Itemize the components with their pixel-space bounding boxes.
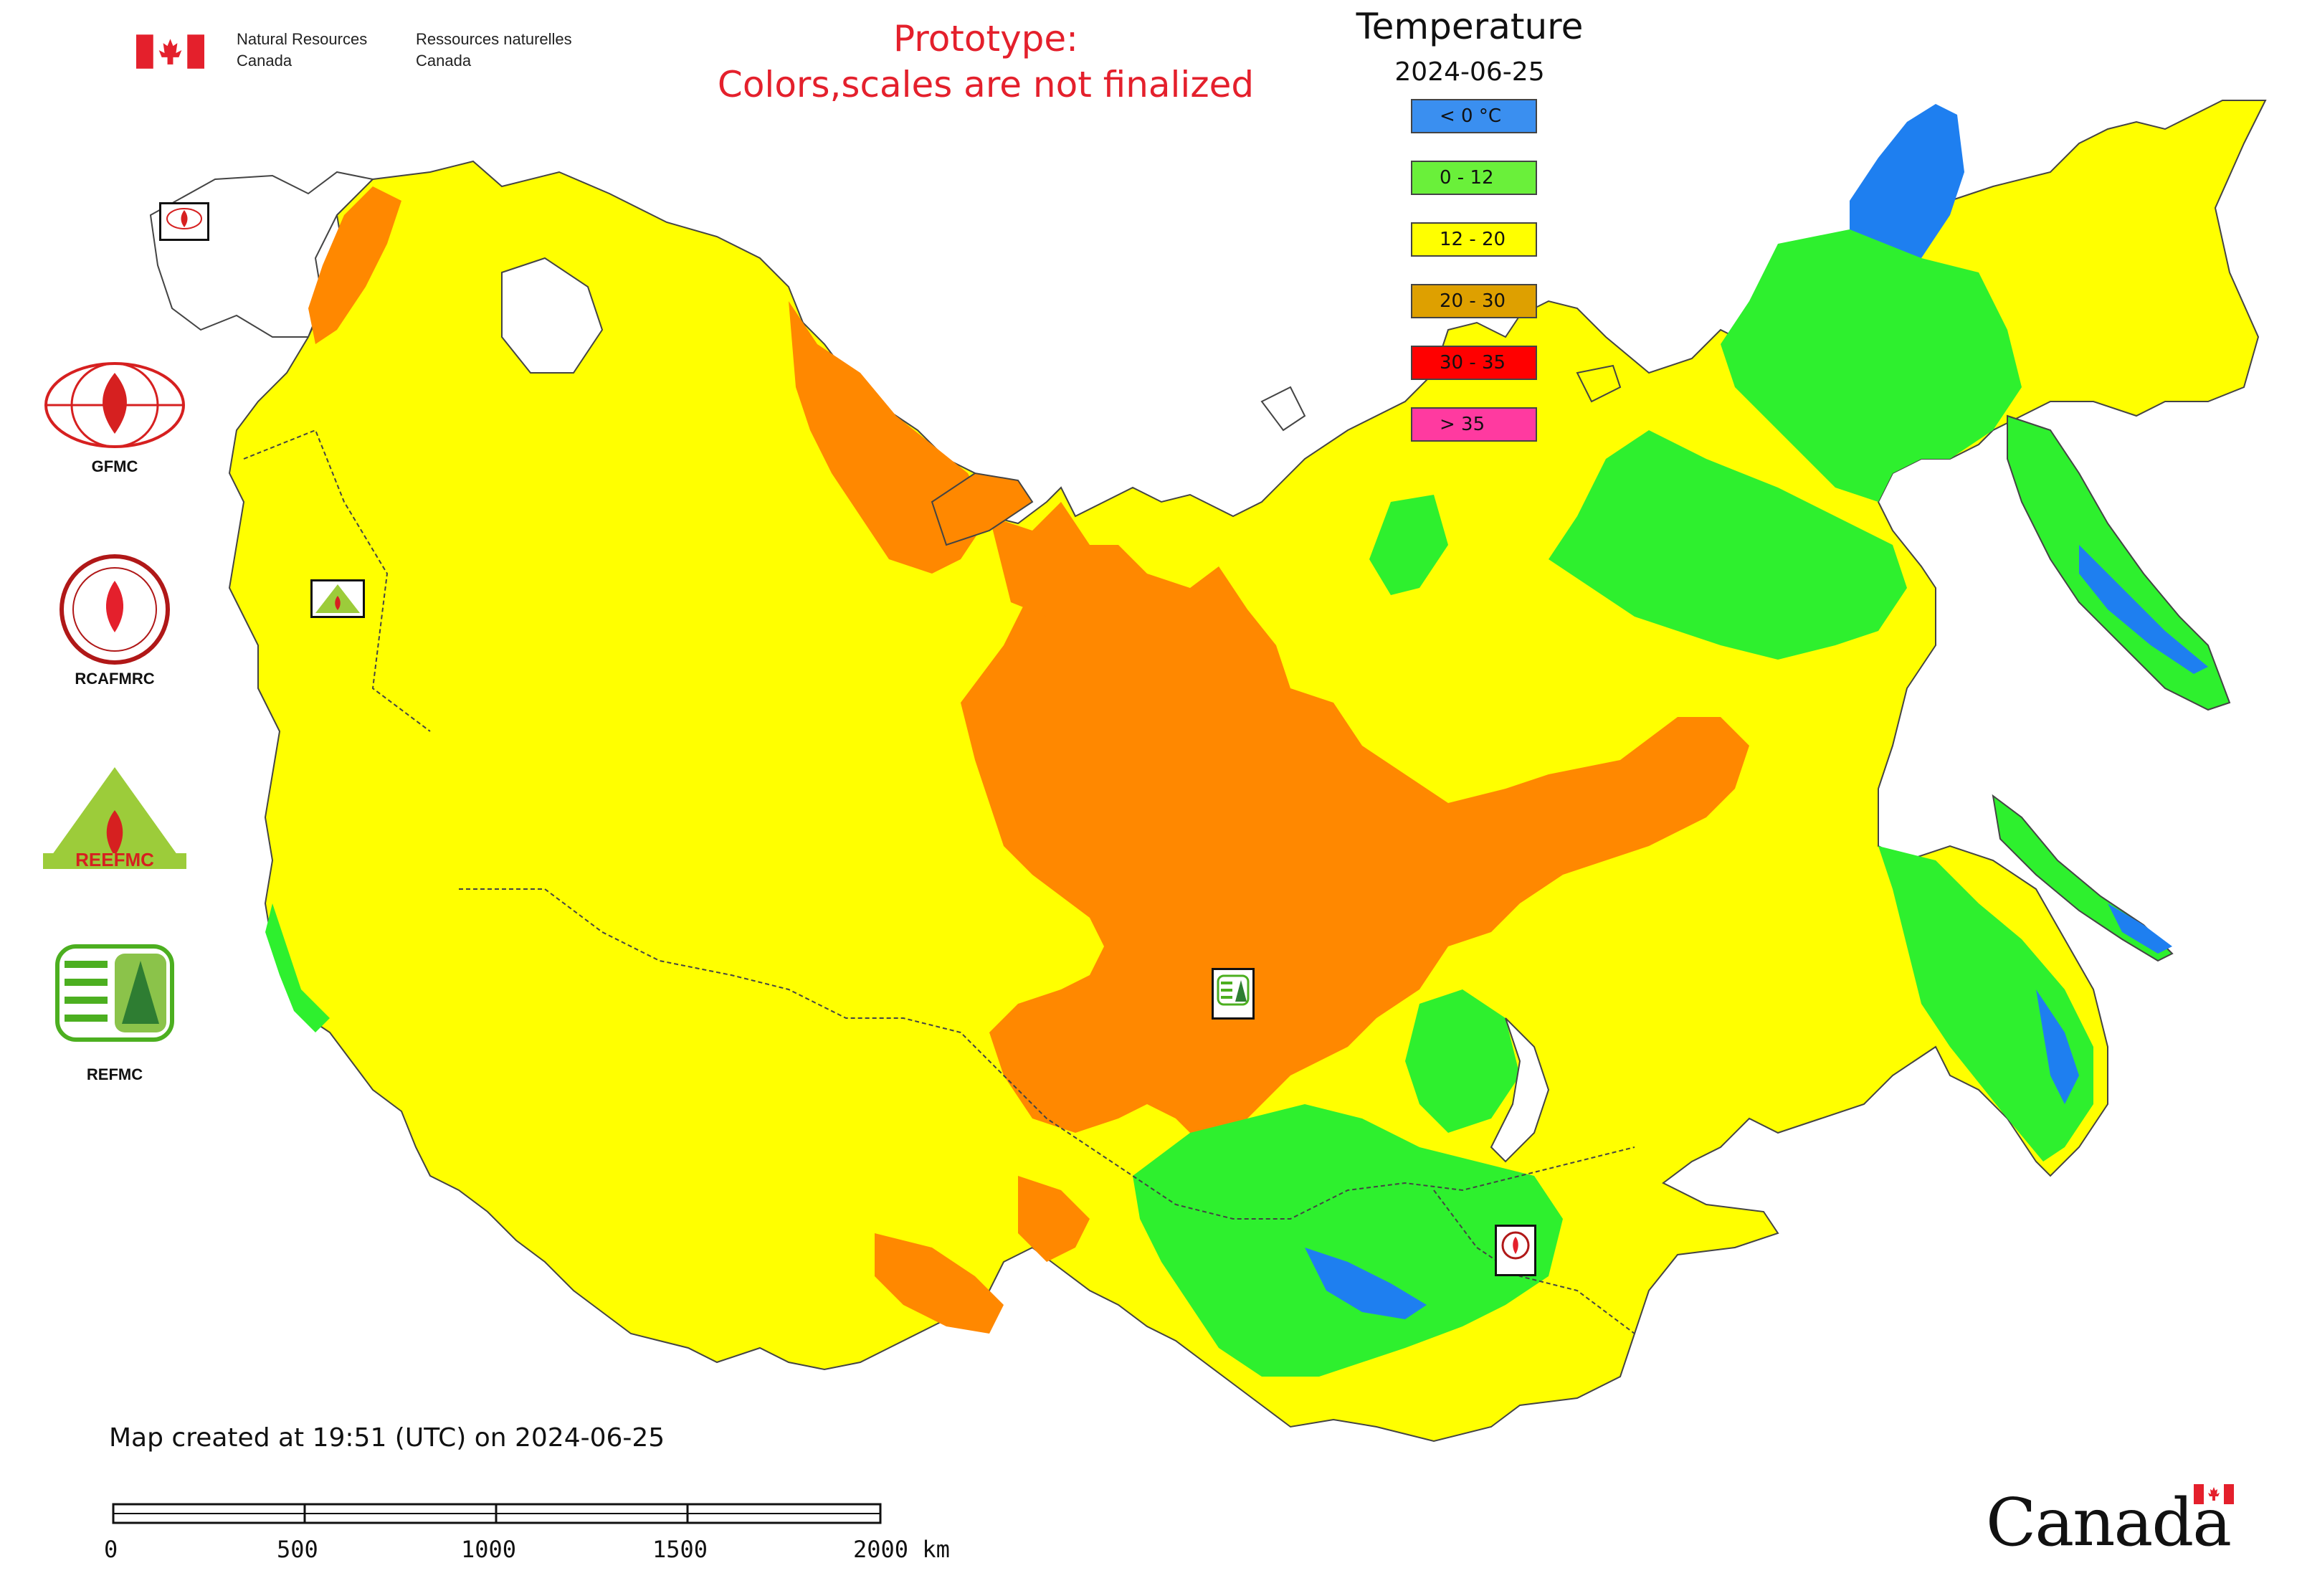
scale-tick-1500: 1500 (652, 1536, 708, 1563)
legend-title: Temperature (1356, 6, 1584, 47)
rcafmrc-logo-icon (60, 554, 170, 665)
altai-green (1133, 1104, 1563, 1377)
scale-tick-1000: 1000 (461, 1536, 517, 1563)
gfmc-logo-label: GFMC (91, 457, 138, 475)
yamal-warm (989, 502, 1090, 617)
refmc-logo-label: REFMC (86, 1065, 143, 1083)
canada-wordmark-flag-icon (2194, 1484, 2234, 1504)
severnaya-zemlya (1260, 386, 1306, 432)
kamchatka (2007, 414, 2231, 711)
scale-tick-0: 0 (104, 1536, 118, 1563)
legend-item-0-12: 0 - 12 (1411, 161, 1537, 195)
sakhalin-cold (2108, 903, 2172, 954)
reefmc-map-marker[interactable] (310, 579, 365, 618)
government-header: Natural Resources Canada Ressources natu… (136, 29, 609, 79)
novaya-zemlya (931, 472, 1034, 546)
scale-bar-graphic (112, 1503, 882, 1524)
prototype-notice: Prototype: Colors,scales are not finaliz… (645, 16, 1326, 108)
refmc-map-marker[interactable] (1212, 968, 1255, 1020)
gfmc-logo-icon (44, 362, 185, 448)
canada-wordmark-text: Canada (1986, 1484, 2232, 1561)
legend-date: 2024-06-25 (1394, 57, 1545, 87)
east-coast-cold (2036, 989, 2079, 1104)
white-sea (501, 257, 604, 374)
legend-item-20-30: 20 - 30 (1411, 284, 1537, 318)
reefmc-marker-icon (315, 584, 360, 613)
caucasus-green (265, 903, 330, 1032)
refmc-marker-icon (1217, 974, 1250, 1006)
map-created-timestamp: Map created at 19:51 (UTC) on 2024-06-25 (109, 1423, 665, 1453)
reefmc-logo: REEFMC (36, 767, 194, 882)
rcafmrc-logo: RCAFMRC (36, 552, 194, 695)
east-coast-green (1878, 846, 2093, 1162)
rcafmrc-marker-icon (1501, 1231, 1530, 1260)
new-siberian-islands (1576, 364, 1622, 403)
legend-item-below-zero: < 0 °C (1411, 99, 1537, 133)
chukotka-cold (1850, 104, 1964, 258)
gfmc-map-marker[interactable] (159, 202, 209, 241)
temperature-legend: Temperature 2024-06-25 < 0 °C 0 - 12 12 … (1312, 0, 1627, 488)
svg-text:REEFMC: REEFMC (75, 849, 154, 870)
scale-tick-2000: 2000 km (853, 1536, 950, 1563)
east-interior-green (1549, 430, 1907, 660)
gfmc-logo: GFMC (36, 358, 194, 480)
lake-baikal (1490, 1017, 1550, 1163)
gfmc-marker-icon (166, 208, 202, 229)
scale-tick-500: 500 (277, 1536, 318, 1563)
legend-item-30-35: 30 - 35 (1411, 346, 1537, 380)
canada-flag-icon (136, 34, 204, 69)
legend-item-12-20: 12 - 20 (1411, 222, 1537, 257)
rcafmrc-map-marker[interactable] (1495, 1225, 1536, 1276)
refmc-logo: REFMC (36, 939, 194, 1090)
legend-item-above-35: > 35 (1411, 407, 1537, 442)
taymyr-green (1369, 495, 1448, 595)
caspian-warm (1018, 1176, 1090, 1262)
canada-wordmark: Canada (1986, 1484, 2232, 1561)
altai-cold (1305, 1248, 1427, 1319)
kola-warm (308, 186, 401, 344)
reefmc-logo-icon: REEFMC (43, 767, 186, 870)
far-east-green (1721, 229, 2022, 502)
central-asia-warm (875, 1233, 1004, 1334)
prototype-notice-line1: Prototype: (893, 18, 1079, 60)
kamchatka-cold (2079, 545, 2208, 674)
scale-bar: 0 500 1000 1500 2000 km (100, 1491, 989, 1570)
refmc-logo-icon (55, 944, 174, 1042)
department-name-fr: Ressources naturelles Canada (416, 30, 572, 70)
prototype-notice-line2: Colors,scales are not finalized (717, 64, 1255, 105)
siberia-warm (961, 545, 1749, 1147)
department-name-en: Natural Resources Canada (237, 30, 368, 70)
border-lines (243, 429, 1635, 1334)
baikal-green (1405, 989, 1520, 1133)
rcafmrc-logo-label: RCAFMRC (75, 670, 155, 688)
